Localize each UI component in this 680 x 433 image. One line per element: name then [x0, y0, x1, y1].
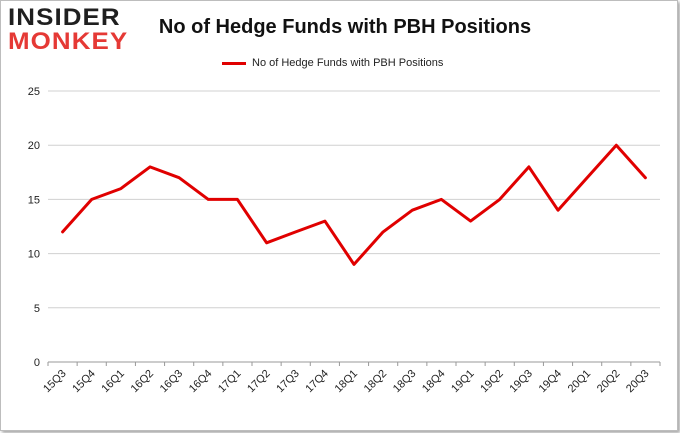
y-tick-label: 25 [28, 86, 40, 98]
x-tick-label: 19Q3 [507, 368, 535, 396]
x-tick-label: 18Q3 [391, 368, 419, 396]
x-tick-label: 17Q3 [274, 368, 302, 396]
y-tick-label: 5 [34, 303, 40, 315]
legend: No of Hedge Funds with PBH Positions [222, 56, 443, 70]
x-tick-label: 17Q4 [303, 368, 331, 396]
x-tick-label: 15Q4 [70, 368, 98, 396]
x-tick-label: 19Q4 [537, 368, 565, 396]
x-tick-label: 16Q4 [187, 368, 215, 396]
y-tick-label: 10 [28, 249, 40, 261]
chart-title: No of Hedge Funds with PBH Positions [158, 16, 532, 38]
y-tick-label: 20 [28, 140, 40, 152]
x-tick-label: 20Q1 [566, 368, 594, 396]
x-tick-label: 20Q3 [624, 368, 652, 396]
y-tick-label: 15 [28, 194, 40, 206]
x-tick-label: 17Q1 [216, 368, 244, 396]
x-tick-label: 16Q1 [99, 368, 127, 396]
legend-label: No of Hedge Funds with PBH Positions [252, 57, 444, 69]
x-tick-label: 20Q2 [595, 368, 623, 396]
y-tick-label: 0 [34, 357, 40, 369]
x-tick-label: 19Q1 [449, 368, 477, 396]
x-tick-label: 18Q4 [420, 368, 448, 396]
insider-monkey-logo: INSIDER MONKEY [8, 6, 127, 54]
logo-line-1: INSIDER [8, 4, 121, 31]
logo-line-2: MONKEY [8, 28, 129, 55]
x-tick-label: 17Q2 [245, 368, 273, 396]
x-tick-label: 18Q2 [362, 368, 390, 396]
x-tick-label: 15Q3 [41, 368, 69, 396]
x-tick-label: 18Q1 [333, 368, 361, 396]
x-tick-label: 19Q2 [478, 368, 506, 396]
legend-swatch [222, 61, 246, 65]
x-tick-label: 16Q2 [129, 368, 157, 396]
series-line [61, 143, 647, 266]
x-tick-label: 16Q3 [158, 368, 186, 396]
